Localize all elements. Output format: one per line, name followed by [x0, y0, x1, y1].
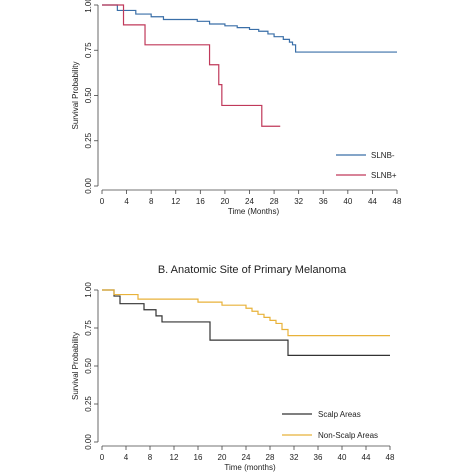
- x-tick-label: 24: [242, 453, 251, 462]
- x-tick-label: 40: [338, 453, 347, 462]
- x-tick-label: 48: [386, 453, 395, 462]
- y-tick-label: 0.50: [84, 358, 93, 374]
- legend-label: Non-Scalp Areas: [318, 431, 378, 440]
- y-tick-label: 0.25: [84, 396, 93, 412]
- y-tick-label: 0.75: [84, 42, 93, 58]
- x-tick-label: 20: [218, 453, 227, 462]
- y-tick-label: 0.50: [84, 87, 93, 103]
- series-line-non-scalp-areas: [102, 289, 390, 337]
- x-tick-label: 12: [170, 453, 179, 462]
- x-tick-label: 20: [220, 197, 229, 206]
- x-tick-label: 32: [294, 197, 303, 206]
- panel-a-chart: 0.000.250.500.751.000 4 8 12 16 20 24 28 32 36 40 4…: [71, 0, 402, 216]
- x-tick-label: 8: [148, 453, 153, 462]
- chart-title: B. Anatomic Site of Primary Melanoma: [158, 264, 347, 276]
- y-tick-label: 1.00: [84, 0, 93, 13]
- x-tick-label: 40: [343, 197, 352, 206]
- x-tick-label: 0: [100, 453, 105, 462]
- y-tick-label: 1.00: [84, 282, 93, 298]
- y-tick-label: 0.25: [84, 132, 93, 148]
- x-tick-label: 32: [290, 453, 299, 462]
- x-tick-label: 24: [245, 197, 254, 206]
- x-tick-label: 44: [368, 197, 377, 206]
- x-tick-label: 16: [196, 197, 205, 206]
- y-tick-label: 0.00: [84, 178, 93, 194]
- x-tick-label: 4: [124, 453, 129, 462]
- y-tick-label: 0.00: [84, 434, 93, 450]
- x-tick-label: 44: [362, 453, 371, 462]
- x-tick-label: 0: [100, 197, 105, 206]
- x-tick-label: 48: [393, 197, 402, 206]
- x-tick-label: 28: [266, 453, 275, 462]
- x-tick-label: 36: [314, 453, 323, 462]
- panel-b-chart: B. Anatomic Site of Primary Melanoma 0.00…: [71, 264, 395, 472]
- x-tick-label: 28: [270, 197, 279, 206]
- legend-label: SLNB+: [371, 171, 397, 180]
- x-tick-label: 36: [319, 197, 328, 206]
- legend-label: SLNB-: [371, 151, 395, 160]
- x-axis-label: Time (months): [224, 463, 276, 472]
- series-line-slnb-: [102, 4, 281, 127]
- x-tick-label: 16: [194, 453, 203, 462]
- x-axis-label: Time (Months): [228, 207, 280, 216]
- x-tick-label: 12: [171, 197, 180, 206]
- legend-label: Scalp Areas: [318, 410, 361, 419]
- y-axis-label: Survival Probability: [71, 332, 80, 400]
- y-tick-label: 0.75: [84, 320, 93, 336]
- series-line-scalp-areas: [102, 289, 390, 356]
- x-tick-label: 8: [149, 197, 154, 206]
- x-tick-label: 4: [124, 197, 129, 206]
- y-axis-label: Survival Probability: [71, 61, 80, 129]
- series-line-slnb-: [102, 4, 397, 53]
